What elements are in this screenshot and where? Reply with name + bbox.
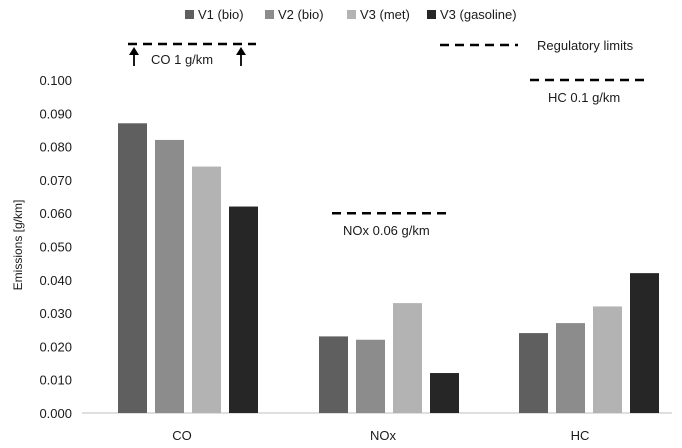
y-tick-label: 0.010 — [39, 373, 72, 388]
y-tick-label: 0.070 — [39, 173, 72, 188]
category-labels: CO NOx HC — [172, 428, 589, 443]
bar-nox-series-3 — [393, 303, 422, 413]
y-tick-label: 0.000 — [39, 406, 72, 421]
legend-swatch-v1 — [185, 10, 194, 19]
bar-hc-series-3 — [593, 306, 622, 413]
co-limit-label: CO 1 g/km — [151, 52, 213, 67]
legend-label-regulatory-limits: Regulatory limits — [537, 38, 634, 53]
y-tick-label: 0.090 — [39, 106, 72, 121]
y-tick-label: 0.020 — [39, 339, 72, 354]
y-tick-label: 0.050 — [39, 240, 72, 255]
up-arrow-icon — [129, 47, 139, 66]
bar-hc-series-2 — [556, 323, 585, 413]
legend-swatch-v2 — [265, 10, 274, 19]
bar-co-series-3 — [192, 166, 221, 413]
nox-limit-label: NOx 0.06 g/km — [343, 223, 430, 238]
hc-limit-label: HC 0.1 g/km — [548, 90, 620, 105]
legend-swatch-v3-met — [347, 10, 356, 19]
y-tick-label: 0.100 — [39, 73, 72, 88]
bar-hc-series-4 — [630, 273, 659, 413]
legend-label-v3-met: V3 (met) — [360, 7, 410, 22]
category-label-hc: HC — [571, 428, 590, 443]
y-tick-label: 0.080 — [39, 140, 72, 155]
y-tick-label: 0.060 — [39, 206, 72, 221]
bar-hc-series-1 — [519, 333, 548, 413]
up-arrow-icon — [236, 47, 246, 66]
legend-label-v1: V1 (bio) — [198, 7, 244, 22]
bar-co-series-1 — [118, 123, 147, 413]
legend: V1 (bio) V2 (bio) V3 (met) V3 (gasoline)… — [185, 7, 634, 53]
hc-limit-annotation: HC 0.1 g/km — [530, 78, 646, 105]
bar-nox-series-4 — [430, 373, 459, 413]
bars-group — [118, 123, 659, 413]
bar-co-series-4 — [229, 206, 258, 413]
legend-label-v2: V2 (bio) — [278, 7, 324, 22]
y-axis-label: Emissions [g/km] — [11, 200, 25, 291]
bar-nox-series-2 — [356, 339, 385, 413]
category-label-nox: NOx — [370, 428, 397, 443]
bar-nox-series-1 — [319, 336, 348, 413]
y-tick-label: 0.030 — [39, 306, 72, 321]
nox-limit-annotation: NOx 0.06 g/km — [332, 211, 448, 238]
category-label-co: CO — [172, 428, 192, 443]
legend-label-v3-gasoline: V3 (gasoline) — [440, 7, 517, 22]
y-tick-label: 0.040 — [39, 273, 72, 288]
bar-co-series-2 — [155, 139, 184, 413]
y-axis-ticks: 0.000 0.010 0.020 0.030 0.040 0.050 0.060 0.070… — [39, 73, 72, 421]
legend-swatch-v3-gasoline — [427, 10, 436, 19]
co-limit-annotation: CO 1 g/km — [128, 42, 256, 67]
